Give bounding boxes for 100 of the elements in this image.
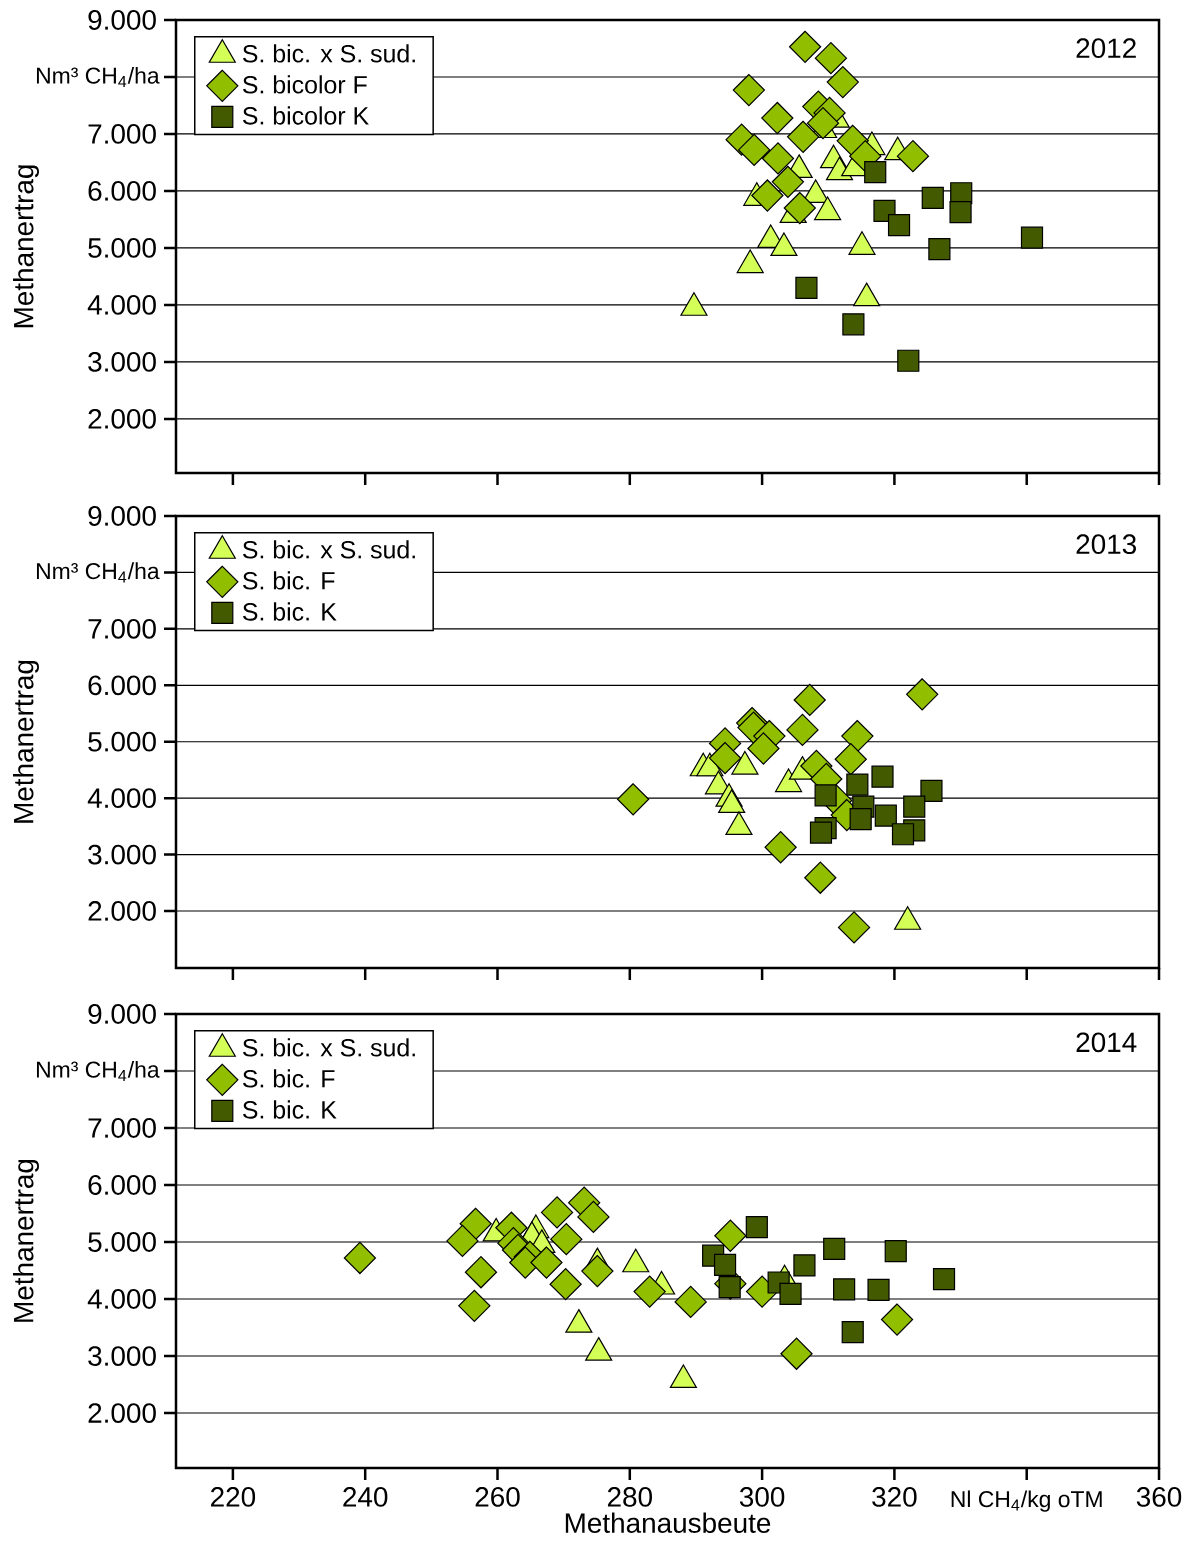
legend-label: S. bic. x S. sud. xyxy=(242,44,415,63)
point xyxy=(764,831,797,864)
point xyxy=(550,1223,583,1256)
point xyxy=(788,30,822,63)
legend-label: S. bic. K xyxy=(242,602,337,621)
point xyxy=(779,1282,802,1305)
point xyxy=(783,191,816,225)
point xyxy=(897,349,920,372)
point xyxy=(464,1256,498,1289)
y-tick-label: 7.000 xyxy=(88,124,156,144)
point xyxy=(718,1275,741,1299)
legend-label: S. bic. K xyxy=(242,1100,337,1119)
point xyxy=(549,1268,582,1301)
point xyxy=(804,861,837,894)
point xyxy=(903,795,926,818)
point xyxy=(921,186,944,209)
y-tick-label: 3.000 xyxy=(88,352,156,372)
point xyxy=(906,678,939,711)
y-tick-label: 5.000 xyxy=(88,238,156,258)
point xyxy=(867,1278,890,1301)
y-axis-title: Methanertrag xyxy=(13,1159,39,1322)
point xyxy=(577,1200,610,1234)
x-tick-label: 360 xyxy=(1136,1487,1182,1507)
point xyxy=(458,1289,491,1323)
x-axis-title: Methanausbeute xyxy=(565,1512,771,1533)
point xyxy=(793,683,826,717)
legend-label: S. bic. x S. sud. xyxy=(242,540,415,559)
point xyxy=(713,1253,737,1276)
x-tick-label: 300 xyxy=(739,1487,785,1507)
text: Nm³ CH$_{4}$/ha xyxy=(36,562,160,583)
y-tick-label: 7.000 xyxy=(88,1118,156,1138)
y-tick-label: 6.000 xyxy=(88,181,156,201)
point xyxy=(738,133,771,167)
point xyxy=(343,1241,377,1275)
point xyxy=(806,106,840,140)
point xyxy=(814,42,848,75)
point xyxy=(793,1254,816,1277)
point xyxy=(732,73,766,107)
point xyxy=(841,719,874,753)
point xyxy=(864,161,887,184)
y-tick-label: 3.000 xyxy=(88,844,156,865)
point xyxy=(633,1275,666,1308)
point xyxy=(871,765,894,788)
point xyxy=(786,120,820,153)
x-tick-label: 240 xyxy=(343,1487,388,1507)
point xyxy=(846,773,869,796)
text: 2014 xyxy=(1076,1032,1137,1053)
y-tick-label: 4.000 xyxy=(87,295,156,315)
text: Nm³ CH$_{4}$/ha xyxy=(36,1060,160,1082)
point xyxy=(896,140,930,173)
point xyxy=(809,821,833,844)
legend-label: S. bic. x S. sud. xyxy=(242,1038,415,1057)
point xyxy=(714,1219,747,1252)
point xyxy=(884,1240,907,1263)
point xyxy=(530,1246,563,1279)
point xyxy=(887,214,911,237)
point xyxy=(540,1196,574,1229)
point xyxy=(446,1224,479,1258)
point xyxy=(795,276,818,299)
point xyxy=(786,713,819,747)
point xyxy=(747,732,780,765)
y-tick-label: 6.000 xyxy=(88,675,156,696)
x-tick-label: 220 xyxy=(211,1487,256,1507)
point xyxy=(761,101,794,135)
y-tick-label: 5.000 xyxy=(88,1232,156,1252)
point xyxy=(841,1320,864,1344)
x-tick-label: 260 xyxy=(475,1487,520,1507)
point xyxy=(874,804,897,827)
y-tick-label: 4.000 xyxy=(87,788,156,809)
text: 2013 xyxy=(1076,534,1136,555)
point xyxy=(932,1267,956,1291)
point xyxy=(745,1216,768,1239)
point xyxy=(837,911,871,944)
legend-label: S. bicolor F xyxy=(242,75,367,94)
y-tick-label: 9.000 xyxy=(88,506,156,526)
point xyxy=(708,741,742,775)
point xyxy=(814,784,837,807)
text: Nm³ CH$_{4}$/ha xyxy=(36,66,160,88)
text: 2012 xyxy=(1076,38,1136,59)
x-tick-label: 280 xyxy=(607,1487,652,1507)
point xyxy=(949,200,972,224)
y-tick-label: 2.000 xyxy=(88,901,156,921)
point xyxy=(849,807,872,831)
point xyxy=(674,1285,707,1319)
point xyxy=(826,65,859,99)
point xyxy=(928,237,951,261)
point xyxy=(581,1254,614,1288)
y-tick-label: 9.000 xyxy=(88,10,156,30)
point xyxy=(771,165,805,198)
text: Nl CH$_{4}$/kg oTM xyxy=(951,1490,1102,1512)
x-tick-label: 320 xyxy=(872,1487,917,1507)
point xyxy=(616,783,650,816)
y-tick-label: 2.000 xyxy=(88,1403,156,1423)
point xyxy=(834,743,867,776)
legend-label: S. bic. F xyxy=(242,571,335,590)
legend-label: S. bicolor K xyxy=(242,106,369,125)
point xyxy=(842,313,865,336)
y-tick-label: 7.000 xyxy=(88,618,156,639)
y-tick-label: 9.000 xyxy=(88,1004,156,1024)
y-axis-title: Methanertrag xyxy=(13,660,39,823)
